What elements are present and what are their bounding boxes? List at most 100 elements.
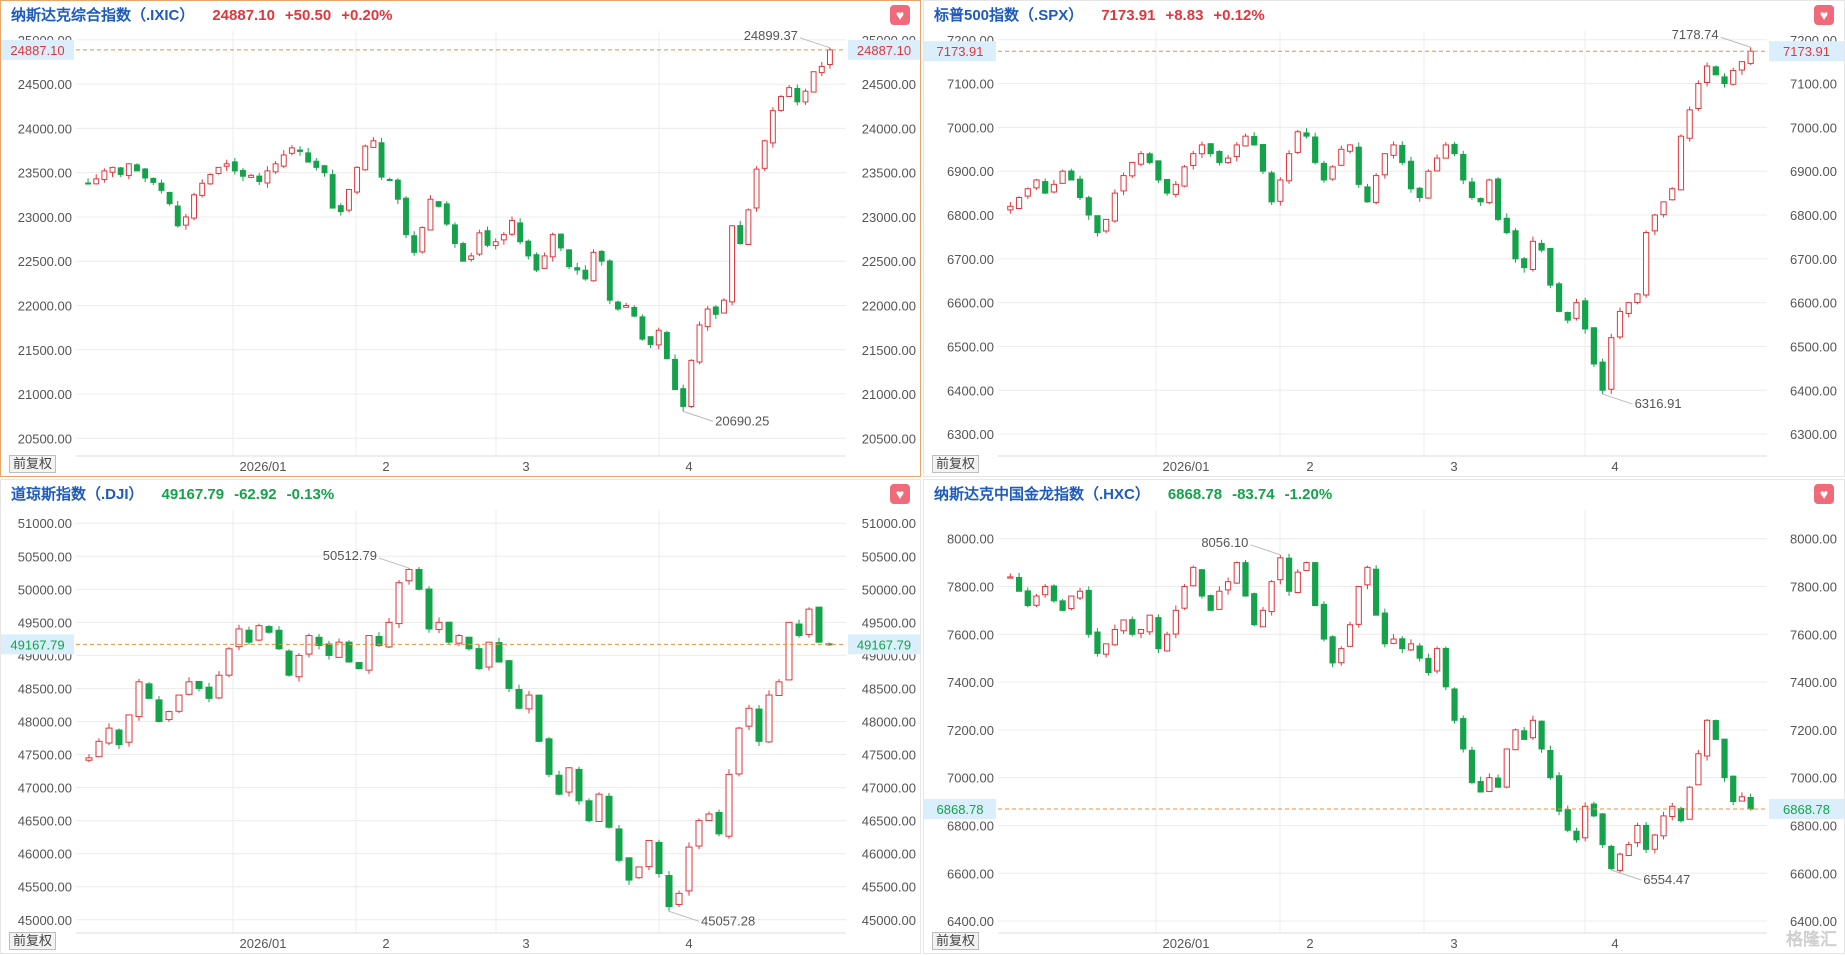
candle-body xyxy=(1015,196,1023,210)
candle-body xyxy=(1738,796,1746,802)
chart-panel-hxc[interactable]: 纳斯达克中国金龙指数（.HXC） 6868.78 -83.74 -1.20% ♥ 6400… xyxy=(923,479,1845,954)
price-tag-right xyxy=(848,39,920,60)
candle-body xyxy=(761,140,768,169)
candle-body xyxy=(1703,65,1711,83)
adjust-mode-button[interactable]: 前复权 xyxy=(9,455,57,473)
candle-body xyxy=(1129,619,1136,635)
candle-body xyxy=(1172,183,1179,195)
candle-body xyxy=(1277,179,1284,202)
y-tick-left: 48500.00 xyxy=(18,681,72,696)
high-label: 50512.79 xyxy=(323,548,377,563)
candle-body xyxy=(1712,66,1719,76)
candle-body xyxy=(465,636,473,650)
watermark-logo: 格隆汇 xyxy=(1786,930,1837,949)
candle-body xyxy=(85,182,92,185)
candle-body xyxy=(245,629,253,643)
candle-body xyxy=(1608,845,1615,869)
favorite-heart-icon[interactable]: ♥ xyxy=(890,5,910,25)
candle-body xyxy=(1564,809,1571,831)
candle-body xyxy=(1042,585,1049,596)
candle-body xyxy=(517,222,524,243)
candle-body xyxy=(696,324,703,363)
candle-body xyxy=(1285,153,1293,182)
index-pct: +0.20% xyxy=(341,7,393,24)
y-tick-right: 51000.00 xyxy=(862,516,916,531)
candle-body xyxy=(191,194,197,219)
candle-body xyxy=(1294,571,1301,593)
candle-body xyxy=(1669,188,1676,201)
y-tick-left: 22000.00 xyxy=(18,298,72,313)
high-marker-line xyxy=(1250,544,1281,556)
y-tick-left: 51000.00 xyxy=(18,516,72,531)
candle-body xyxy=(484,230,491,246)
candle-body xyxy=(639,316,646,340)
chart-panel-dji[interactable]: 道琼斯指数（.DJI） 49167.79 -62.92 -0.13% ♥ 45000.00… xyxy=(0,479,921,954)
adjust-mode-button[interactable]: 前复权 xyxy=(9,932,57,950)
candle-body xyxy=(1137,628,1145,634)
candle-body xyxy=(1033,595,1040,606)
candle-body xyxy=(615,828,623,861)
x-tick-label: 4 xyxy=(685,459,692,474)
candle-body xyxy=(535,694,543,742)
y-tick-right: 8000.00 xyxy=(1790,532,1837,547)
candle-body xyxy=(215,166,222,174)
y-tick-right: 46500.00 xyxy=(862,814,916,829)
chart-panel-spx[interactable]: 标普500指数（.SPX） 7173.91 +8.83 +0.12% ♥ 6300.00 6… xyxy=(923,0,1845,477)
candle-body xyxy=(1059,600,1066,611)
candle-body xyxy=(1442,144,1449,159)
candle-body xyxy=(325,643,333,656)
y-tick-right: 6900.00 xyxy=(1790,164,1837,179)
candle-body xyxy=(335,641,343,658)
candle-body xyxy=(1555,775,1563,812)
candle-body xyxy=(1251,136,1258,146)
candle-body xyxy=(1712,720,1719,740)
candle-body xyxy=(1338,648,1345,664)
candle-body xyxy=(1538,242,1545,251)
y-tick-right: 21000.00 xyxy=(862,387,916,402)
candle-body xyxy=(1608,337,1615,390)
y-tick-right: 7000.00 xyxy=(1790,771,1837,786)
favorite-heart-icon[interactable]: ♥ xyxy=(1814,5,1834,25)
candle-body xyxy=(109,166,116,173)
candle-body xyxy=(1399,638,1406,650)
candle-body xyxy=(525,240,532,257)
candle-body xyxy=(575,768,583,802)
y-tick-left: 6300.00 xyxy=(947,427,994,442)
y-tick-left: 20500.00 xyxy=(18,431,72,446)
y-tick-left: 50500.00 xyxy=(18,549,72,564)
candle-body xyxy=(509,219,515,235)
index-pct: -0.13% xyxy=(286,486,335,503)
candle-body xyxy=(631,306,638,317)
candle-body xyxy=(1521,258,1528,269)
candle-body xyxy=(1381,612,1388,645)
candle-body xyxy=(248,174,255,178)
adjust-mode-button[interactable]: 前复权 xyxy=(932,455,980,473)
y-tick-left: 7600.00 xyxy=(947,627,994,642)
candle-body xyxy=(1634,293,1641,304)
candle-body xyxy=(1068,170,1075,181)
candle-body xyxy=(675,892,683,905)
chart-panel-ixic[interactable]: 纳斯达克综合指数（.IXIC） 24887.10 +50.50 +0.20% ♥ 2050… xyxy=(0,0,921,477)
y-tick-left: 7800.00 xyxy=(947,579,994,594)
candle-body xyxy=(1590,327,1597,365)
candle-body xyxy=(403,197,409,236)
y-tick-right: 6300.00 xyxy=(1790,427,1837,442)
y-tick-left: 23000.00 xyxy=(18,210,72,225)
candle-body xyxy=(1111,628,1118,646)
index-price: 24887.10 xyxy=(212,7,275,24)
y-tick-left: 7000.00 xyxy=(947,120,994,135)
adjust-mode-button[interactable]: 前复权 xyxy=(932,932,980,950)
candle-body xyxy=(1129,161,1136,177)
y-tick-right: 23000.00 xyxy=(862,210,916,225)
candle-body xyxy=(166,191,173,205)
candle-body xyxy=(1146,153,1153,163)
candle-body xyxy=(1468,749,1476,783)
price-tag-text: 24887.10 xyxy=(857,43,911,58)
candle-body xyxy=(1007,205,1014,211)
candle-body xyxy=(1050,585,1058,602)
candle-body xyxy=(175,694,183,712)
favorite-heart-icon[interactable]: ♥ xyxy=(890,484,910,504)
favorite-heart-icon[interactable]: ♥ xyxy=(1814,484,1834,504)
candle-body xyxy=(1303,132,1310,137)
candle-body xyxy=(451,224,458,244)
